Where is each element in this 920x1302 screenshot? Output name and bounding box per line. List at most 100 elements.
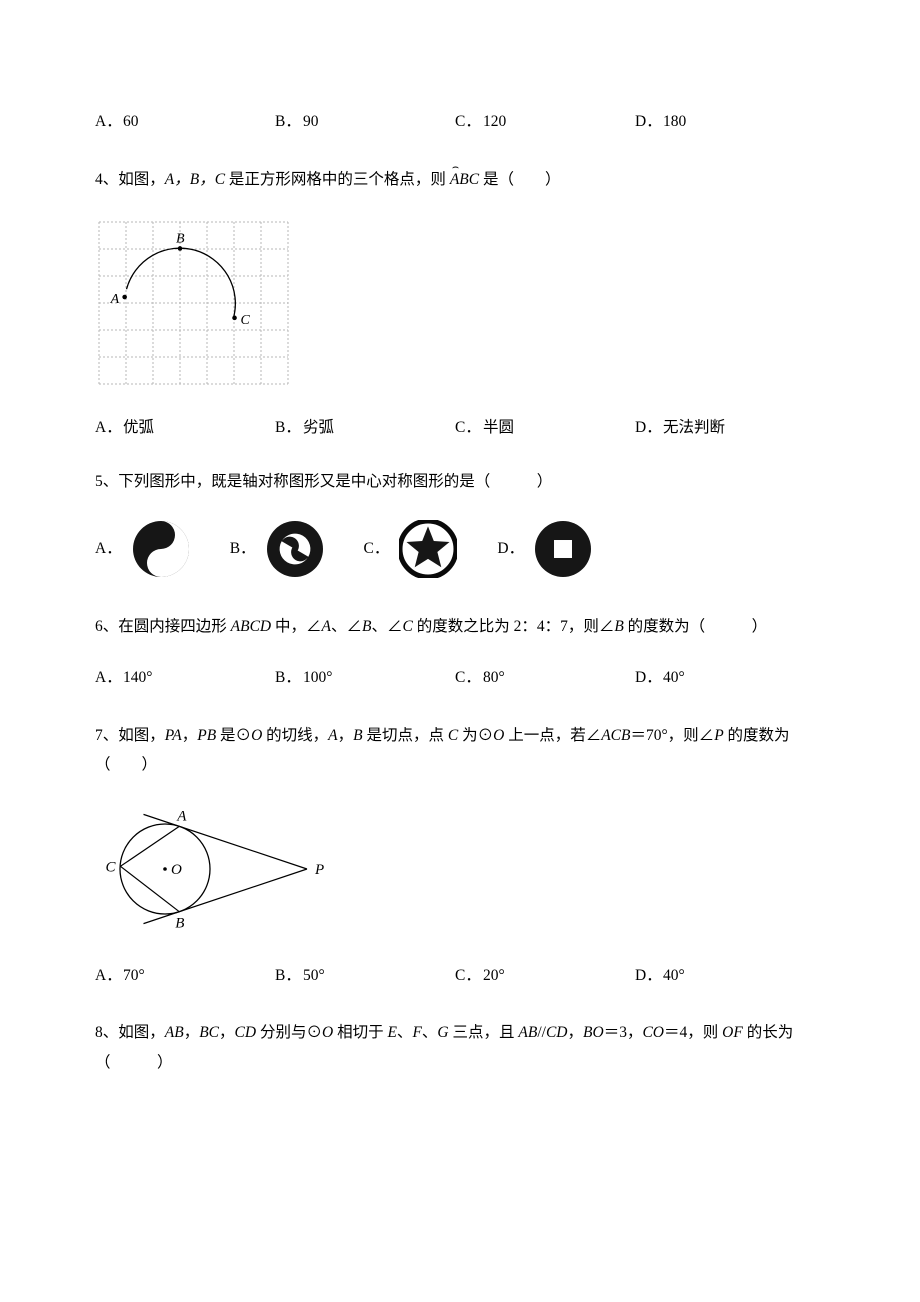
svg-text:C: C: [241, 313, 251, 328]
q5-option-b: B．: [230, 520, 324, 578]
tangent-circle-diagram: ABCPO: [95, 804, 327, 936]
q8-stem: 8、如图，AB，BC，CD 分别与⊙O 相切于 E、F、G 三点，且 AB//C…: [95, 1018, 825, 1077]
text: 的度数之比为 2：4：7，则∠: [413, 618, 615, 635]
var: ACB: [601, 727, 630, 744]
text: 7、如图，: [95, 727, 165, 744]
opt-label: A．: [95, 964, 123, 989]
text: 中，∠: [271, 618, 321, 635]
var: G: [437, 1024, 448, 1041]
text: 的切线，: [262, 727, 328, 744]
opt-value: 优弧: [123, 419, 154, 436]
q6-option-c: C．80°: [455, 666, 635, 691]
opt-label: A．: [95, 110, 123, 135]
opt-label: C．: [364, 537, 390, 562]
opt-value: 劣弧: [303, 419, 334, 436]
opt-label: B．: [230, 537, 256, 562]
text: ，: [219, 1024, 235, 1041]
opt-label: B．: [275, 110, 303, 135]
q5-options: A． B． C． D．: [95, 520, 825, 578]
opt-label: B．: [275, 964, 303, 989]
text: ＝4，则: [664, 1024, 722, 1041]
q5-option-d: D．: [497, 520, 592, 578]
variables: A，B，C: [165, 171, 225, 188]
var: PA: [165, 727, 182, 744]
q7-option-c: C．20°: [455, 964, 635, 989]
q3-option-d: D．180: [635, 110, 815, 135]
text: 、: [422, 1024, 438, 1041]
q4-option-c: C．半圆: [455, 416, 635, 441]
var: ABCD: [231, 618, 271, 635]
q7-options: A．70° B．50° C．20° D．40°: [95, 964, 825, 989]
q3-option-a: A．60: [95, 110, 275, 135]
svg-text:C: C: [105, 859, 116, 875]
q6-option-d: D．40°: [635, 666, 815, 691]
star-circle-icon: [399, 520, 457, 578]
text: ＝70°，则∠: [630, 727, 714, 744]
opt-value: 40°: [663, 967, 685, 984]
q6-options: A．140° B．100° C．80° D．40°: [95, 666, 825, 691]
var: C: [402, 618, 412, 635]
opt-value: 半圆: [483, 419, 514, 436]
var: CO: [642, 1024, 664, 1041]
var: P: [714, 727, 723, 744]
q6-option-b: B．100°: [275, 666, 455, 691]
text: 是正方形网格中的三个格点，则: [225, 171, 450, 188]
arc-mark: ⌢: [452, 157, 459, 178]
var: A: [322, 618, 331, 635]
opt-value: 140°: [123, 669, 152, 686]
q4-figure: ABC: [95, 218, 825, 388]
svg-text:A: A: [176, 808, 187, 824]
opt-value: 180: [663, 113, 686, 130]
taiji-icon: [132, 520, 190, 578]
opt-label: C．: [455, 110, 483, 135]
q3-option-c: C．120: [455, 110, 635, 135]
text: ，: [184, 1024, 200, 1041]
var: PB: [197, 727, 216, 744]
text: ＝3，: [604, 1024, 643, 1041]
opt-value: 100°: [303, 669, 332, 686]
var: OF: [722, 1024, 743, 1041]
var: F: [412, 1024, 421, 1041]
opt-value: 120: [483, 113, 506, 130]
q7-option-a: A．70°: [95, 964, 275, 989]
coin-square-icon: [534, 520, 592, 578]
opt-label: B．: [275, 666, 303, 691]
svg-text:B: B: [176, 232, 185, 247]
opt-value: 60: [123, 113, 139, 130]
var: CD: [546, 1024, 568, 1041]
svg-text:O: O: [171, 862, 182, 878]
var: CD: [235, 1024, 257, 1041]
opt-label: D．: [635, 666, 663, 691]
text: 6、在圆内接四边形: [95, 618, 231, 635]
var: BO: [583, 1024, 604, 1041]
var: AB: [518, 1024, 537, 1041]
text: 是切点，点: [363, 727, 448, 744]
text: 、∠: [371, 618, 402, 635]
text: //: [537, 1024, 546, 1041]
var: B: [614, 618, 623, 635]
var: O: [493, 727, 504, 744]
var: E: [387, 1024, 396, 1041]
opt-value: 70°: [123, 967, 145, 984]
q4-option-a: A．优弧: [95, 416, 275, 441]
opt-label: D．: [635, 110, 663, 135]
text: 是⊙: [216, 727, 251, 744]
q3-options: A．60 B．90 C．120 D．180: [95, 110, 825, 135]
q7-stem: 7、如图，PA，PB 是⊙O 的切线，A，B 是切点，点 C 为⊙O 上一点，若…: [95, 721, 825, 780]
text: ，: [338, 727, 354, 744]
opt-label: A．: [95, 416, 123, 441]
opt-value: 无法判断: [663, 419, 725, 436]
opt-value: 90: [303, 113, 319, 130]
opt-label: D．: [635, 416, 663, 441]
text: 5、下列图形中，既是轴对称图形又是中心对称图形的是（ ）: [95, 473, 552, 490]
var: A: [328, 727, 337, 744]
text: 相切于: [333, 1024, 387, 1041]
var: BC: [199, 1024, 219, 1041]
text: 是（ ）: [479, 171, 560, 188]
opt-label: A．: [95, 666, 123, 691]
q4-options: A．优弧 B．劣弧 C．半圆 D．无法判断: [95, 416, 825, 441]
opt-label: C．: [455, 416, 483, 441]
q7-figure: ABCPO: [95, 804, 825, 936]
opt-label: C．: [455, 964, 483, 989]
svg-text:P: P: [314, 862, 324, 878]
